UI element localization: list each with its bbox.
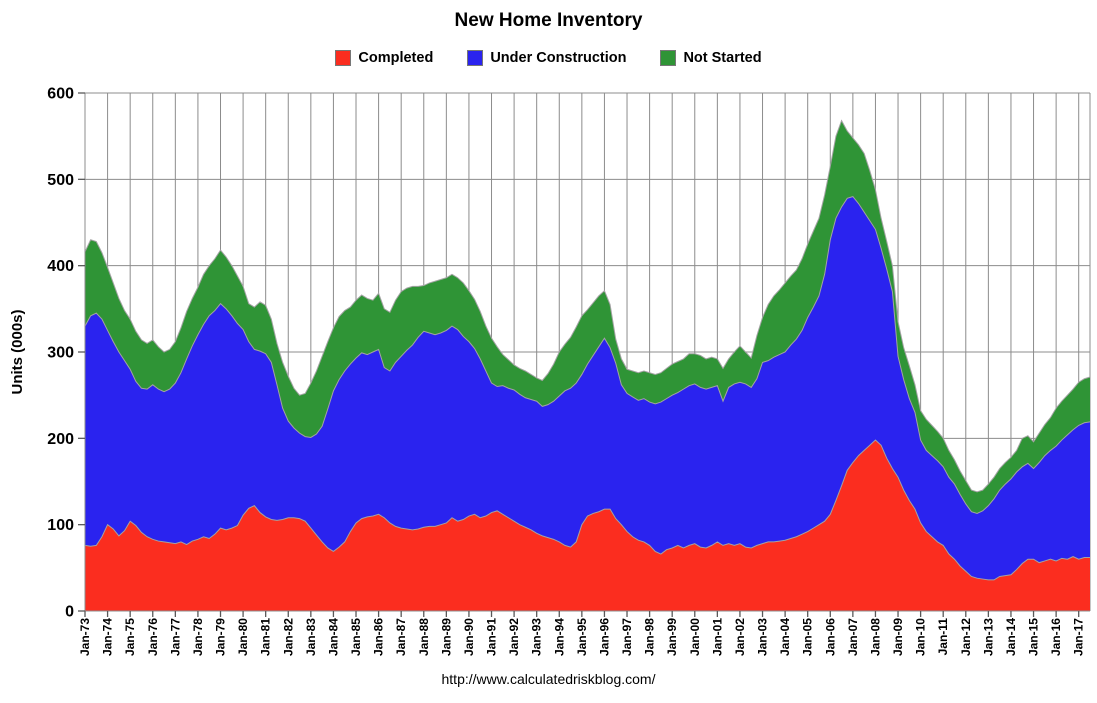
x-tick-label: Jan-86 xyxy=(372,618,386,656)
area-outline xyxy=(84,439,1090,581)
legend-label: Not Started xyxy=(683,50,762,66)
x-tick-label: Jan-77 xyxy=(168,618,182,656)
x-tick-label: Jan-16 xyxy=(1049,618,1063,656)
x-tick-label: Jan-96 xyxy=(597,618,611,656)
y-axis-title: Units (000s) xyxy=(9,309,26,394)
x-tick-label: Jan-91 xyxy=(485,618,499,656)
x-tick-label: Jan-02 xyxy=(733,618,747,656)
chart-title: New Home Inventory xyxy=(454,10,643,31)
x-tick-label: Jan-01 xyxy=(710,618,724,656)
x-tick-label: Jan-74 xyxy=(101,618,115,656)
x-tick-label: Jan-78 xyxy=(191,618,205,656)
x-tick-label: Jan-99 xyxy=(665,618,679,656)
x-tick-label: Jan-04 xyxy=(778,618,792,656)
legend-swatch-icon xyxy=(660,50,677,66)
x-tick-label: Jan-80 xyxy=(236,618,250,656)
x-tick-label: Jan-12 xyxy=(959,618,973,656)
x-tick-label: Jan-17 xyxy=(1072,618,1086,656)
x-tick-label: Jan-93 xyxy=(530,618,544,656)
x-tick-label: Jan-88 xyxy=(417,618,431,656)
x-tick-label: Jan-98 xyxy=(643,618,657,656)
x-tick-label: Jan-81 xyxy=(259,618,273,656)
y-tick-label: 500 xyxy=(47,172,74,189)
x-tick-label: Jan-09 xyxy=(891,618,905,656)
legend-item-completed: Completed xyxy=(335,50,433,66)
legend-item-under-construction: Under Construction xyxy=(467,50,626,66)
x-tick-label: Jan-07 xyxy=(846,618,860,656)
x-tick-label: Jan-97 xyxy=(620,618,634,656)
x-tick-label: Jan-84 xyxy=(326,618,340,656)
x-tick-label: Jan-06 xyxy=(823,618,837,656)
area-outline xyxy=(84,119,1091,493)
x-tick-label: Jan-11 xyxy=(936,618,950,656)
x-tick-label: Jan-92 xyxy=(507,618,521,656)
area-completed xyxy=(85,440,1090,611)
y-tick-label: 400 xyxy=(47,258,74,275)
x-tick-label: Jan-05 xyxy=(801,618,815,656)
x-tick-label: Jan-15 xyxy=(1027,618,1041,656)
x-tick-label: Jan-94 xyxy=(552,618,566,656)
x-tick-label: Jan-13 xyxy=(981,618,995,656)
x-tick-label: Jan-89 xyxy=(439,618,453,656)
x-tick-label: Jan-82 xyxy=(281,618,295,656)
x-tick-label: Jan-75 xyxy=(123,618,137,656)
x-tick-label: Jan-08 xyxy=(868,618,882,656)
legend-item-not-started: Not Started xyxy=(660,50,762,66)
legend-swatch-icon xyxy=(467,50,484,66)
x-tick-label: Jan-83 xyxy=(304,618,318,656)
x-tick-label: Jan-90 xyxy=(462,618,476,656)
x-tick-label: Jan-73 xyxy=(78,618,92,656)
x-tick-label: Jan-79 xyxy=(214,618,228,656)
x-tick-label: Jan-14 xyxy=(1004,618,1018,656)
area-outline xyxy=(84,196,1091,514)
y-tick-label: 100 xyxy=(47,517,74,534)
y-tick-label: 0 xyxy=(65,604,74,621)
x-tick-label: Jan-87 xyxy=(394,618,408,656)
footer-url: http://www.calculatedriskblog.com/ xyxy=(441,671,656,687)
y-tick-label: 300 xyxy=(47,345,74,362)
x-tick-label: Jan-03 xyxy=(756,618,770,656)
legend-label: Completed xyxy=(358,50,434,66)
legend-label: Under Construction xyxy=(490,50,627,66)
y-tick-label: 600 xyxy=(47,86,74,103)
x-tick-label: Jan-00 xyxy=(688,618,702,656)
y-tick-label: 200 xyxy=(47,431,74,448)
legend-swatch-icon xyxy=(335,50,352,66)
x-tick-label: Jan-95 xyxy=(575,618,589,656)
x-tick-label: Jan-85 xyxy=(349,618,363,656)
legend: Completed Under Construction Not Started xyxy=(0,50,1097,66)
x-tick-label: Jan-10 xyxy=(914,618,928,656)
x-tick-label: Jan-76 xyxy=(146,618,160,656)
